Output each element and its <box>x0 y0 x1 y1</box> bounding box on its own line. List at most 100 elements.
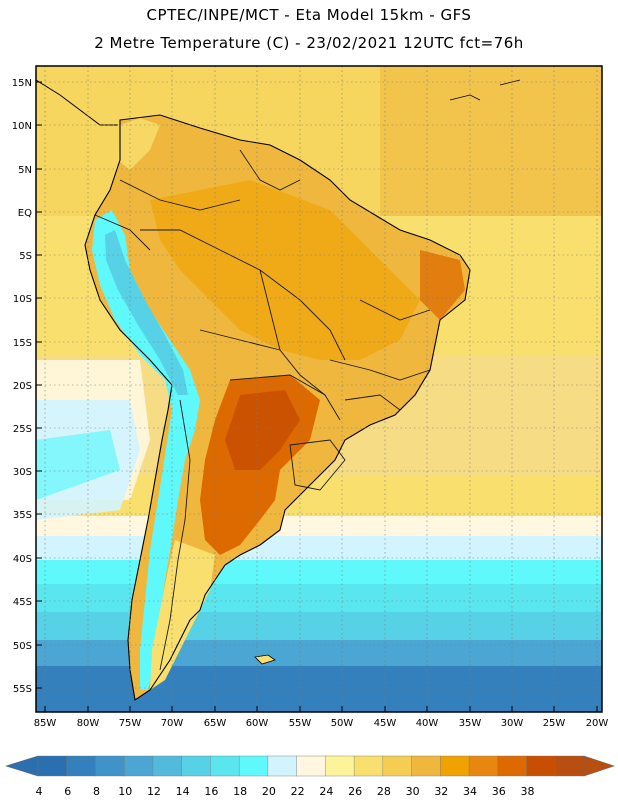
border-guianas <box>239 149 301 191</box>
title-line-2: 2 Metre Temperature (C) - 23/02/2021 12U… <box>94 34 524 52</box>
colorbar-swatch <box>353 755 384 777</box>
longitude-labels: 85W 80W 75W 70W 65W 60W 55W 50W 45W 40W … <box>34 718 609 729</box>
border-brazil-states-3 <box>344 394 401 411</box>
colorbar-tick-label: 36 <box>492 785 506 798</box>
colorbar-swatch <box>296 755 326 777</box>
lat-label: 50S <box>13 641 32 652</box>
falkland-islands <box>254 654 276 665</box>
lon-label: 85W <box>34 718 57 729</box>
coastline <box>84 114 471 701</box>
pacific-cold-water <box>36 430 120 500</box>
colorbar-tick-label: 32 <box>434 785 448 798</box>
lon-label: 60W <box>246 718 269 729</box>
venezuela-highlands <box>118 118 160 170</box>
colorbar-swatch <box>497 755 528 777</box>
colorbar-swatch <box>267 755 298 777</box>
lat-label: 35S <box>13 510 32 521</box>
colorbar-swatch <box>325 755 355 777</box>
lon-label: 70W <box>161 718 184 729</box>
colorbar-tick-label: 38 <box>521 785 535 798</box>
lon-label: 75W <box>119 718 142 729</box>
border-peru-bolivia <box>199 329 281 351</box>
colorbar-tick-label: 10 <box>118 785 132 798</box>
colorbar-tick-label: 6 <box>64 785 71 798</box>
central-america-coast <box>36 79 118 126</box>
colorbar-swatch <box>66 755 96 777</box>
ocean-band-6 <box>36 666 602 712</box>
border-colombia-venezuela <box>119 179 241 211</box>
ocean-band-10 <box>36 640 602 666</box>
ocean-band-20 <box>36 536 602 560</box>
lon-label: 55W <box>289 718 312 729</box>
colorbar-tick-label: 16 <box>204 785 218 798</box>
lon-label: 40W <box>416 718 439 729</box>
country-borders <box>94 149 431 671</box>
ocean-band-18 <box>36 560 602 584</box>
northeast-hot-spot <box>420 250 465 320</box>
lat-label: 30S <box>13 467 32 478</box>
colorbar: 4 6 8 10 12 14 16 18 20 22 24 26 28 30 32 34 36 38 <box>4 755 615 798</box>
colorbar-swatch <box>210 755 240 777</box>
lat-label: 55S <box>13 684 32 695</box>
patagonia-temperate <box>150 540 215 690</box>
colorbar-swatch <box>124 755 154 777</box>
lat-label: 15N <box>12 78 32 89</box>
ocean-band-22 <box>36 516 602 536</box>
colorbar-tick-label: 26 <box>348 785 362 798</box>
lat-label: 10S <box>13 294 32 305</box>
lat-label: 20S <box>13 381 32 392</box>
lon-label: 20W <box>586 718 609 729</box>
colorbar-swatch <box>411 755 441 777</box>
colorbar-tick-label: 20 <box>262 785 276 798</box>
border-brazil-states-1 <box>359 299 431 321</box>
ocean-band-14 <box>36 612 602 640</box>
latitude-labels: 15N 10N 5N EQ 5S 10S 15S 20S 25S 30S 35S… <box>12 78 32 695</box>
border-uruguay <box>289 439 346 491</box>
colorbar-swatch <box>95 755 125 777</box>
andes-cold-core <box>105 230 188 395</box>
lat-label: 15S <box>13 338 32 349</box>
border-bolivia-brazil <box>259 269 326 396</box>
border-ecuador <box>94 214 151 251</box>
lon-label: 25W <box>543 718 566 729</box>
interior-hot-zone <box>150 180 420 360</box>
colorbar-arrow-high <box>583 755 615 777</box>
lat-label: 10N <box>12 121 32 132</box>
colorbar-arrow-low <box>4 755 39 777</box>
colorbar-swatch <box>238 755 269 777</box>
colorbar-swatch <box>526 755 556 777</box>
colorbar-swatch <box>37 755 68 777</box>
lon-label: 50W <box>331 718 354 729</box>
colorbar-swatch <box>468 755 499 777</box>
colorbar-tick-label: 14 <box>176 785 190 798</box>
lat-label: 25S <box>13 424 32 435</box>
ocean-band-16 <box>36 584 602 612</box>
lon-label: 45W <box>374 718 397 729</box>
colorbar-tick-label: 18 <box>233 785 247 798</box>
colorbar-swatch <box>152 755 183 777</box>
colorbar-tick-label: 34 <box>463 785 477 798</box>
colorbar-swatch <box>181 755 211 777</box>
map-frame <box>35 65 603 713</box>
lat-label: 5N <box>18 165 32 176</box>
colorbar-tick-label: 4 <box>36 785 43 798</box>
lon-label: 80W <box>77 718 100 729</box>
map-field <box>36 66 602 712</box>
lat-label: 45S <box>13 597 32 608</box>
colorbar-tick-label: 24 <box>319 785 333 798</box>
colorbar-tick-label: 8 <box>93 785 100 798</box>
colorbar-swatch <box>555 755 585 777</box>
axis-ticks <box>36 81 598 712</box>
border-chile-argentina <box>159 399 191 671</box>
lon-label: 65W <box>204 718 227 729</box>
hottest-core <box>225 390 300 470</box>
colorbar-tick-label: 22 <box>291 785 305 798</box>
lat-label: 40S <box>13 554 32 565</box>
title-line-1: CPTEC/INPE/MCT - Eta Model 15km - GFS <box>146 6 472 24</box>
caribbean-islands <box>449 79 521 101</box>
lon-label: 35W <box>459 718 482 729</box>
colorbar-tick-label: 30 <box>406 785 420 798</box>
colorbar-tick-label: 12 <box>147 785 161 798</box>
ocean-equatorial-atlantic <box>380 66 602 216</box>
